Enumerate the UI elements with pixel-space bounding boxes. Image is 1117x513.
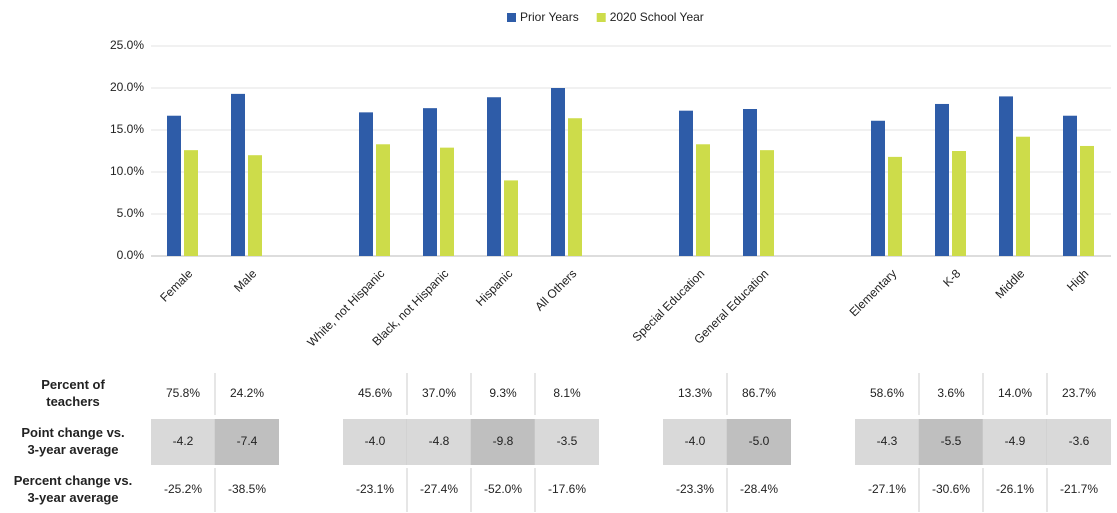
y-tick-label: 0.0%	[117, 248, 145, 262]
table-cell: -4.9	[1005, 434, 1026, 448]
bar	[952, 151, 966, 256]
row-label: Point change vs.	[21, 425, 124, 440]
table-cell: -5.5	[941, 434, 962, 448]
table-cell-bg	[983, 419, 1047, 465]
x-tick-label: Male	[231, 266, 260, 295]
bar	[504, 180, 518, 256]
table-cell: 8.1%	[553, 386, 581, 400]
table-cell: 45.6%	[358, 386, 392, 400]
table-cell-bg	[471, 419, 535, 465]
row-label: teachers	[46, 394, 99, 409]
table-cell: -3.5	[557, 434, 578, 448]
table-cell: 3.6%	[937, 386, 965, 400]
bar	[568, 118, 582, 257]
table-cell: -52.0%	[484, 482, 522, 496]
legend-swatch	[507, 13, 516, 22]
row-label: Percent of	[41, 377, 105, 392]
bar	[440, 147, 454, 256]
table-cell: -26.1%	[996, 482, 1034, 496]
table-cell: 86.7%	[742, 386, 776, 400]
table-cell: -5.0	[749, 434, 770, 448]
y-tick-label: 20.0%	[110, 80, 144, 94]
bar	[888, 156, 902, 256]
bar	[248, 155, 262, 256]
x-tick-label: Middle	[992, 266, 1027, 301]
table-cell-bg	[919, 419, 983, 465]
bar	[935, 103, 949, 257]
legend-label: 2020 School Year	[610, 10, 704, 24]
table-cell: 75.8%	[166, 386, 200, 400]
y-tick-label: 25.0%	[110, 38, 144, 52]
bar	[423, 108, 437, 256]
y-tick-label: 15.0%	[110, 122, 144, 136]
table-cell: -17.6%	[548, 482, 586, 496]
y-tick-label: 5.0%	[117, 206, 145, 220]
table-cell-bg	[215, 419, 279, 465]
bar	[376, 144, 390, 256]
table-cell: -23.1%	[356, 482, 394, 496]
table-cell: -21.7%	[1060, 482, 1098, 496]
bar	[696, 144, 710, 256]
table-cell-bg	[663, 419, 727, 465]
row-label: 3-year average	[27, 442, 118, 457]
x-tick-label: All Others	[532, 266, 579, 313]
bar	[999, 96, 1013, 257]
table-cell: -27.4%	[420, 482, 458, 496]
bar	[487, 97, 501, 257]
table-cell-bg	[343, 419, 407, 465]
bar	[743, 109, 757, 256]
bar	[679, 110, 693, 257]
row-label: Percent change vs.	[14, 473, 133, 488]
table-cell-bg	[535, 419, 599, 465]
x-tick-label: High	[1064, 266, 1091, 293]
x-tick-label: Female	[157, 266, 195, 304]
bar	[1063, 115, 1077, 256]
table-cell: -4.3	[877, 434, 898, 448]
x-tick-label: Hispanic	[473, 266, 515, 308]
table-cell: -7.4	[237, 434, 258, 448]
table-cell: -4.2	[173, 434, 194, 448]
table-cell: -4.0	[685, 434, 706, 448]
table-cell: 37.0%	[422, 386, 456, 400]
table-cell: -3.6	[1069, 434, 1090, 448]
legend-swatch	[596, 13, 606, 22]
table-cell: 9.3%	[489, 386, 517, 400]
table-cell: 13.3%	[678, 386, 712, 400]
row-label: 3-year average	[27, 490, 118, 505]
table-cell-bg	[727, 419, 791, 465]
bar	[231, 93, 245, 256]
table-cell: -25.2%	[164, 482, 202, 496]
table-cell: -28.4%	[740, 482, 778, 496]
table-cell-bg	[151, 419, 215, 465]
y-tick-label: 10.0%	[110, 164, 144, 178]
bar	[184, 150, 198, 256]
table-cell: -27.1%	[868, 482, 906, 496]
table-cell: -23.3%	[676, 482, 714, 496]
bar	[359, 112, 373, 256]
legend-label: Prior Years	[520, 10, 579, 24]
table-cell: -4.0	[365, 434, 386, 448]
table-cell-bg	[407, 419, 471, 465]
bar	[760, 150, 774, 256]
table-cell-bg	[855, 419, 919, 465]
table-cell: 23.7%	[1062, 386, 1096, 400]
table-cell: 58.6%	[870, 386, 904, 400]
bar	[1080, 145, 1094, 256]
table-cell: -38.5%	[228, 482, 266, 496]
x-tick-label: Elementary	[847, 266, 900, 319]
bar	[551, 88, 565, 256]
table-cell-bg	[1047, 419, 1111, 465]
table-cell: -9.8	[493, 434, 514, 448]
table-cell: -4.8	[429, 434, 450, 448]
bar	[871, 120, 885, 256]
bar	[1016, 136, 1030, 256]
table-cell: -30.6%	[932, 482, 970, 496]
x-tick-label: K-8	[940, 266, 963, 289]
bar	[167, 115, 181, 256]
table-cell: 24.2%	[230, 386, 264, 400]
table-cell: 14.0%	[998, 386, 1032, 400]
